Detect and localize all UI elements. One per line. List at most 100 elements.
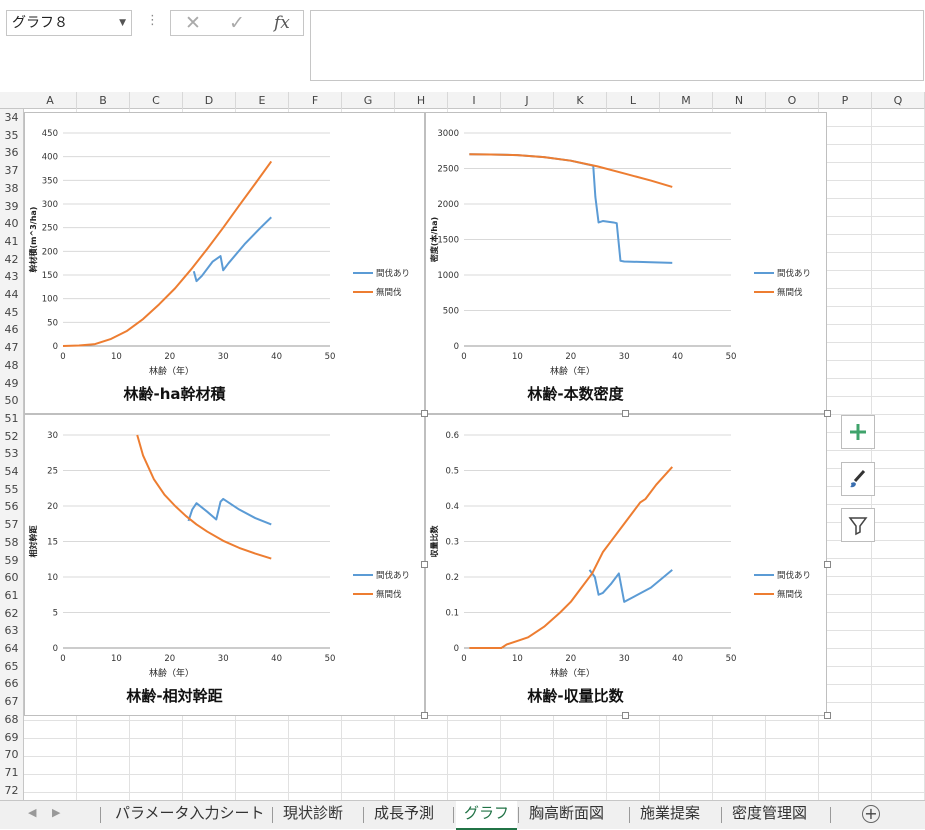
resize-handle[interactable] bbox=[622, 712, 629, 719]
chart-styles-button[interactable] bbox=[841, 462, 875, 496]
row-header-68[interactable]: 68 bbox=[4, 712, 19, 726]
more-options-icon[interactable]: ⋮ bbox=[146, 13, 159, 28]
row-header-49[interactable]: 49 bbox=[4, 376, 19, 390]
resize-handle[interactable] bbox=[824, 712, 831, 719]
row-header-52[interactable]: 52 bbox=[4, 429, 19, 443]
row-header-72[interactable]: 72 bbox=[4, 783, 19, 797]
column-header-H[interactable]: H bbox=[395, 92, 448, 109]
row-header-67[interactable]: 67 bbox=[4, 695, 19, 709]
x-tick-label: 40 bbox=[271, 654, 282, 664]
row-header-37[interactable]: 37 bbox=[4, 164, 19, 178]
row-header-69[interactable]: 69 bbox=[4, 730, 19, 744]
add-sheet-icon[interactable]: + bbox=[862, 805, 880, 823]
column-header-G[interactable]: G bbox=[342, 92, 395, 109]
column-header-Q[interactable]: Q bbox=[872, 92, 925, 109]
row-header-41[interactable]: 41 bbox=[4, 234, 19, 248]
row-header-57[interactable]: 57 bbox=[4, 518, 19, 532]
y-tick-label: 250 bbox=[42, 224, 58, 234]
row-header-48[interactable]: 48 bbox=[4, 358, 19, 372]
column-header-F[interactable]: F bbox=[289, 92, 342, 109]
row-header-65[interactable]: 65 bbox=[4, 659, 19, 673]
resize-handle[interactable] bbox=[421, 561, 428, 568]
sheet-tab-3[interactable]: 成長予測 bbox=[374, 804, 435, 822]
row-header-34[interactable]: 34 bbox=[4, 111, 19, 124]
column-header-L[interactable]: L bbox=[607, 92, 660, 109]
column-header-C[interactable]: C bbox=[130, 92, 183, 109]
column-header-N[interactable]: N bbox=[713, 92, 766, 109]
column-header-P[interactable]: P bbox=[819, 92, 872, 109]
row-header-38[interactable]: 38 bbox=[4, 181, 19, 195]
resize-handle[interactable] bbox=[824, 410, 831, 417]
row-header-54[interactable]: 54 bbox=[4, 465, 19, 478]
row-header-47[interactable]: 47 bbox=[4, 341, 19, 355]
chart-density[interactable]: 0 500 1000 1500 2000 2500 3000 0 10 20 30 40 50 林齢（年）… bbox=[425, 112, 827, 414]
row-header-70[interactable]: 70 bbox=[4, 748, 19, 762]
tab-separator bbox=[721, 807, 722, 823]
chart-yield-index[interactable]: 0 0.1 0.2 0.3 0.4 0.5 0.6 0 10 20 30 40 50 林齢（年） 収量比数林… bbox=[425, 414, 827, 716]
row-header-55[interactable]: 55 bbox=[4, 482, 19, 496]
insert-function-icon[interactable]: fx bbox=[274, 13, 290, 33]
enter-icon[interactable]: ✓ bbox=[229, 12, 245, 34]
row-header-58[interactable]: 58 bbox=[4, 535, 19, 549]
row-header-36[interactable]: 36 bbox=[4, 146, 19, 160]
row-header-53[interactable]: 53 bbox=[4, 447, 19, 461]
chart-volume[interactable]: 0 50 100 150 200 250 300 350 400 450 0 10 20 30 40 50 林齢… bbox=[24, 112, 425, 414]
scroll-right-icon[interactable]: ▶ bbox=[52, 806, 61, 819]
row-header-64[interactable]: 64 bbox=[4, 642, 19, 655]
x-tick-label: 30 bbox=[218, 352, 229, 362]
sheet-tab-5[interactable]: 胸高断面図 bbox=[529, 804, 605, 822]
resize-handle[interactable] bbox=[421, 712, 428, 719]
column-header-I[interactable]: I bbox=[448, 92, 501, 109]
formula-input[interactable] bbox=[310, 10, 924, 81]
chevron-down-icon[interactable]: ▼ bbox=[119, 18, 126, 28]
cancel-icon[interactable]: ✕ bbox=[185, 12, 201, 34]
column-header-J[interactable]: J bbox=[501, 92, 554, 109]
column-header-M[interactable]: M bbox=[660, 92, 713, 109]
row-header-40[interactable]: 40 bbox=[4, 217, 19, 231]
row-header-63[interactable]: 63 bbox=[4, 624, 19, 638]
sheet-tab-2[interactable]: 現状診断 bbox=[283, 804, 344, 822]
row-header-60[interactable]: 60 bbox=[4, 571, 19, 585]
resize-handle[interactable] bbox=[421, 410, 428, 417]
row-header-35[interactable]: 35 bbox=[4, 128, 19, 142]
x-tick-label: 20 bbox=[164, 654, 175, 664]
y-tick-label: 0.3 bbox=[445, 538, 459, 548]
row-header-61[interactable]: 61 bbox=[4, 588, 19, 602]
sheet-tab-7[interactable]: 密度管理図 bbox=[732, 804, 808, 822]
row-header-66[interactable]: 66 bbox=[4, 677, 19, 691]
y-tick-label: 0 bbox=[53, 342, 58, 352]
chart-filter-button[interactable] bbox=[841, 508, 875, 542]
row-header-50[interactable]: 50 bbox=[4, 394, 19, 408]
x-axis-label: 林齢（年） bbox=[550, 667, 595, 679]
row-header-45[interactable]: 45 bbox=[4, 305, 19, 319]
y-tick-label: 5 bbox=[53, 609, 58, 619]
sheet-tab-4[interactable]: グラフ bbox=[456, 801, 518, 830]
row-header-59[interactable]: 59 bbox=[4, 553, 19, 567]
row-header-39[interactable]: 39 bbox=[4, 199, 19, 213]
row-header-56[interactable]: 56 bbox=[4, 500, 19, 514]
row-header-42[interactable]: 42 bbox=[4, 252, 19, 266]
column-header-O[interactable]: O bbox=[766, 92, 819, 109]
resize-handle[interactable] bbox=[824, 561, 831, 568]
column-header-B[interactable]: B bbox=[77, 92, 130, 109]
column-header-A[interactable]: A bbox=[24, 92, 77, 109]
column-header-D[interactable]: D bbox=[183, 92, 236, 109]
name-box[interactable]: グラフ８ ▼ bbox=[6, 10, 132, 36]
column-header-K[interactable]: K bbox=[554, 92, 607, 109]
resize-handle[interactable] bbox=[622, 410, 629, 417]
row-header-43[interactable]: 43 bbox=[4, 270, 19, 284]
row-header-62[interactable]: 62 bbox=[4, 606, 19, 620]
series-line-2 bbox=[62, 160, 273, 347]
sheet-tab-1[interactable]: パラメータ入力シート bbox=[115, 804, 265, 822]
scroll-left-icon[interactable]: ◀ bbox=[28, 806, 37, 819]
row-header-44[interactable]: 44 bbox=[4, 288, 19, 301]
row-header-46[interactable]: 46 bbox=[4, 323, 19, 337]
plus-icon bbox=[850, 424, 866, 440]
chart-relative-spacing[interactable]: 0 5 10 15 20 25 30 0 10 20 30 40 50 林齢（年） 相対幹距 林齢-相対幹距 間… bbox=[24, 414, 425, 716]
chart-elements-button[interactable] bbox=[841, 415, 875, 449]
row-header-71[interactable]: 71 bbox=[4, 765, 19, 779]
y-tick-label: 0 bbox=[454, 644, 459, 654]
sheet-tab-6[interactable]: 施業提案 bbox=[640, 804, 701, 822]
row-header-51[interactable]: 51 bbox=[4, 411, 19, 425]
column-header-E[interactable]: E bbox=[236, 92, 289, 109]
